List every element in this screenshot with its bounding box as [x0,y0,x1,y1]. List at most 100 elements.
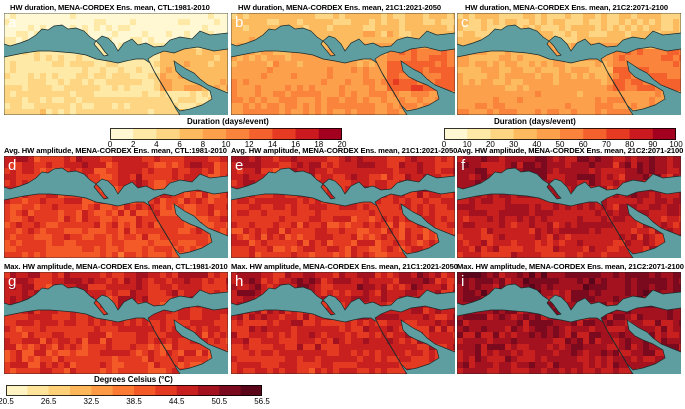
land-cell [106,320,113,327]
land-cell [571,109,578,115]
land-cell [375,19,382,26]
land-cell [88,210,95,217]
land-cell [46,240,53,247]
land-cell [463,109,470,115]
land-cell [321,278,328,285]
land-cell [178,246,185,253]
land-cell [405,31,412,38]
land-cell [100,210,107,217]
land-cell [142,85,149,92]
land-cell [553,31,560,38]
land-cell [553,73,560,80]
land-cell [249,156,256,163]
land-cell [339,290,346,297]
land-cell [255,228,262,235]
land-cell [148,272,155,279]
land-cell [553,174,560,181]
land-cell [625,228,632,235]
land-cell [625,31,632,38]
land-cell [649,198,656,205]
panel-title: Avg. HW amplitude, MENA-CORDEX Ens. mean… [4,146,227,155]
land-cell [267,73,274,80]
land-cell [273,314,280,321]
land-cell [469,109,476,115]
land-cell [279,61,286,68]
land-cell [231,234,238,241]
land-cell [363,13,370,20]
land-cell [619,198,626,205]
land-cell [333,19,340,26]
land-cell [453,67,455,74]
land-cell [565,210,572,217]
land-cell [327,156,334,163]
land-cell [40,198,47,205]
land-cell [487,246,494,253]
land-cell [243,103,250,110]
land-cell [619,79,626,86]
land-cell [381,97,388,104]
land-cell [22,338,29,345]
land-cell [399,162,406,169]
land-cell [667,228,674,235]
land-cell [553,228,560,235]
land-cell [315,168,322,175]
land-cell [94,284,101,291]
land-cell [82,61,89,68]
land-cell [499,103,506,110]
land-cell [166,19,173,26]
land-cell [130,61,137,68]
land-cell [381,25,388,32]
land-cell [661,156,668,163]
land-cell [679,228,681,235]
land-cell [148,79,155,86]
land-cell [447,67,454,74]
land-cell [679,216,681,223]
land-cell [4,73,11,80]
land-cell [417,19,424,26]
land-cell [583,210,590,217]
map-c: c [457,13,681,115]
land-cell [541,228,548,235]
land-cell [46,216,53,223]
land-cell [40,278,47,285]
colorbar-swatch [536,128,561,140]
land-cell [291,246,298,253]
land-cell [243,296,250,303]
land-cell [136,320,143,327]
land-cell [291,320,298,327]
land-cell [529,246,536,253]
land-cell [475,25,482,32]
land-cell [178,19,185,26]
land-cell [291,19,298,26]
land-cell [345,156,352,163]
land-cell [16,67,23,74]
land-cell [148,174,155,181]
land-cell [172,234,179,241]
land-cell [237,79,244,86]
land-cell [202,13,209,20]
land-cell [673,25,680,32]
land-cell [34,320,41,327]
land-cell [220,308,227,315]
land-cell [172,79,179,86]
land-cell [100,290,107,297]
land-cell [505,85,512,92]
land-cell [214,284,221,291]
land-cell [46,326,53,333]
land-cell [583,109,590,115]
land-cell [429,19,436,26]
land-cell [417,320,424,327]
map-svg [231,13,455,115]
land-cell [255,240,262,247]
land-cell [273,97,280,104]
land-cell [673,162,680,169]
land-cell [601,79,608,86]
land-cell [577,180,584,187]
land-cell [541,73,548,80]
land-cell [637,25,644,32]
land-cell [226,192,228,199]
land-cell [231,31,238,38]
land-cell [565,85,572,92]
land-cell [571,216,578,223]
land-cell [16,222,23,229]
